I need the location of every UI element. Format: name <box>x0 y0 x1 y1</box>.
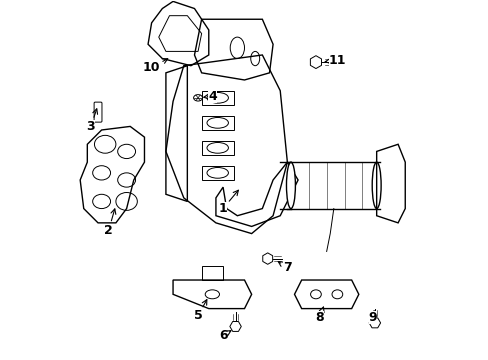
Text: 7: 7 <box>278 261 291 274</box>
Text: 2: 2 <box>104 209 116 237</box>
Text: 11: 11 <box>325 54 346 67</box>
Text: 8: 8 <box>315 307 324 324</box>
Text: 1: 1 <box>218 190 238 215</box>
Text: 9: 9 <box>368 311 377 324</box>
Ellipse shape <box>286 162 295 208</box>
Text: 6: 6 <box>218 329 230 342</box>
Text: 3: 3 <box>86 109 98 133</box>
Text: 5: 5 <box>193 300 206 322</box>
Ellipse shape <box>371 162 380 208</box>
Text: 4: 4 <box>203 90 216 103</box>
Text: 10: 10 <box>142 59 167 74</box>
